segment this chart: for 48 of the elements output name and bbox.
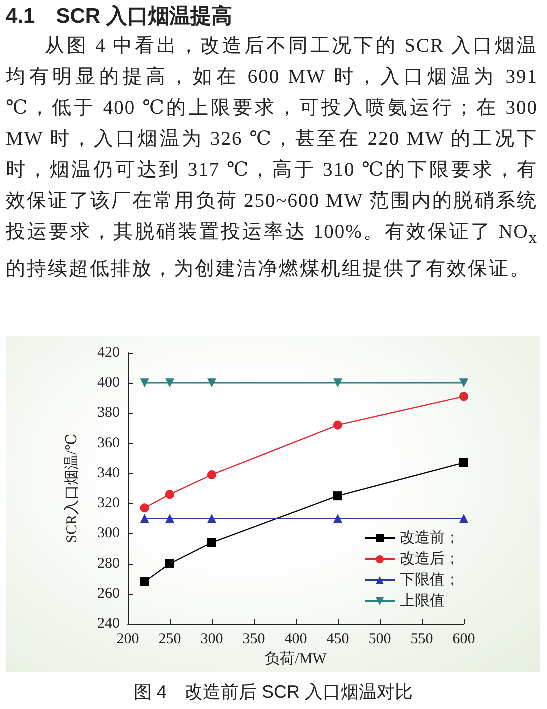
point (140, 514, 150, 524)
point (140, 577, 150, 586)
y-tick-label: 400 (98, 375, 120, 392)
x-tick-label: 450 (326, 632, 350, 648)
point (460, 392, 468, 402)
point (166, 559, 174, 568)
point (208, 378, 216, 388)
point (140, 504, 150, 513)
point (140, 378, 150, 388)
point (166, 378, 174, 388)
point (334, 420, 342, 430)
point (460, 378, 468, 388)
text: 从图 4 中看出，改造后不同工况下的 SCR 入口烟温均有明显的提高，如在 600 MW 时，入口烟温为 391 ℃，低于 400 ℃的上限要求，可投入喷氨运行；在 300 MW 时，入口烟温为 326 ℃，甚至在 220 MW 的工况下时，烟温仍可达到 317 ℃，高于 310 ℃的下限要求，有效保证了该厂在常用负荷 250~600 MW 范围内的脱硝系统投运要求，其脱硝装置投运率达 100%。有效保证了 NO$_{x}$ 的持续超低排放，为创建洁净燃煤机组提供了有效保证。 (6, 36, 538, 280)
legend-label: 改造后； (400, 550, 460, 568)
y-tick-label: 360 (98, 435, 120, 452)
legend-label: 上限值 (400, 592, 445, 610)
y-tick-label: 340 (98, 465, 120, 482)
x-tick-label: 200 (116, 632, 140, 648)
point (334, 492, 342, 501)
y-tick-label: 280 (98, 556, 120, 572)
y-tick-label: 240 (98, 616, 120, 632)
x-tick-label: 250 (158, 632, 182, 648)
y-tick-label: 380 (98, 405, 120, 422)
point (208, 470, 216, 480)
x-tick-label: 400 (284, 632, 308, 648)
text: 4.1 SCR 入口烟温提高 (6, 4, 232, 30)
point (208, 514, 216, 524)
y-tick-label: 260 (98, 586, 120, 602)
x-tick-label: 500 (368, 632, 392, 648)
legend-label: 改造前； (400, 530, 460, 546)
point (460, 458, 468, 468)
x-tick-label: 300 (200, 632, 224, 648)
y-axis-title: SCR入口烟温/℃ (64, 434, 80, 544)
legend-label: 下限值； (400, 572, 460, 588)
point (460, 514, 468, 524)
y-tick-label: 320 (98, 496, 120, 512)
point (166, 514, 174, 524)
x-tick-label: 550 (410, 632, 434, 648)
point (166, 490, 174, 500)
y-tick-label: 420 (98, 345, 120, 361)
y-tick-label: 300 (98, 526, 120, 542)
point (208, 538, 216, 548)
point (334, 378, 342, 388)
point (334, 514, 342, 524)
x-tick-label: 600 (452, 632, 476, 648)
x-tick-label: 350 (242, 632, 266, 648)
caption: 图 4 改造前后 SCR 入口烟温对比 (132, 681, 414, 704)
x-axis-title: 负荷/MW (265, 650, 328, 668)
